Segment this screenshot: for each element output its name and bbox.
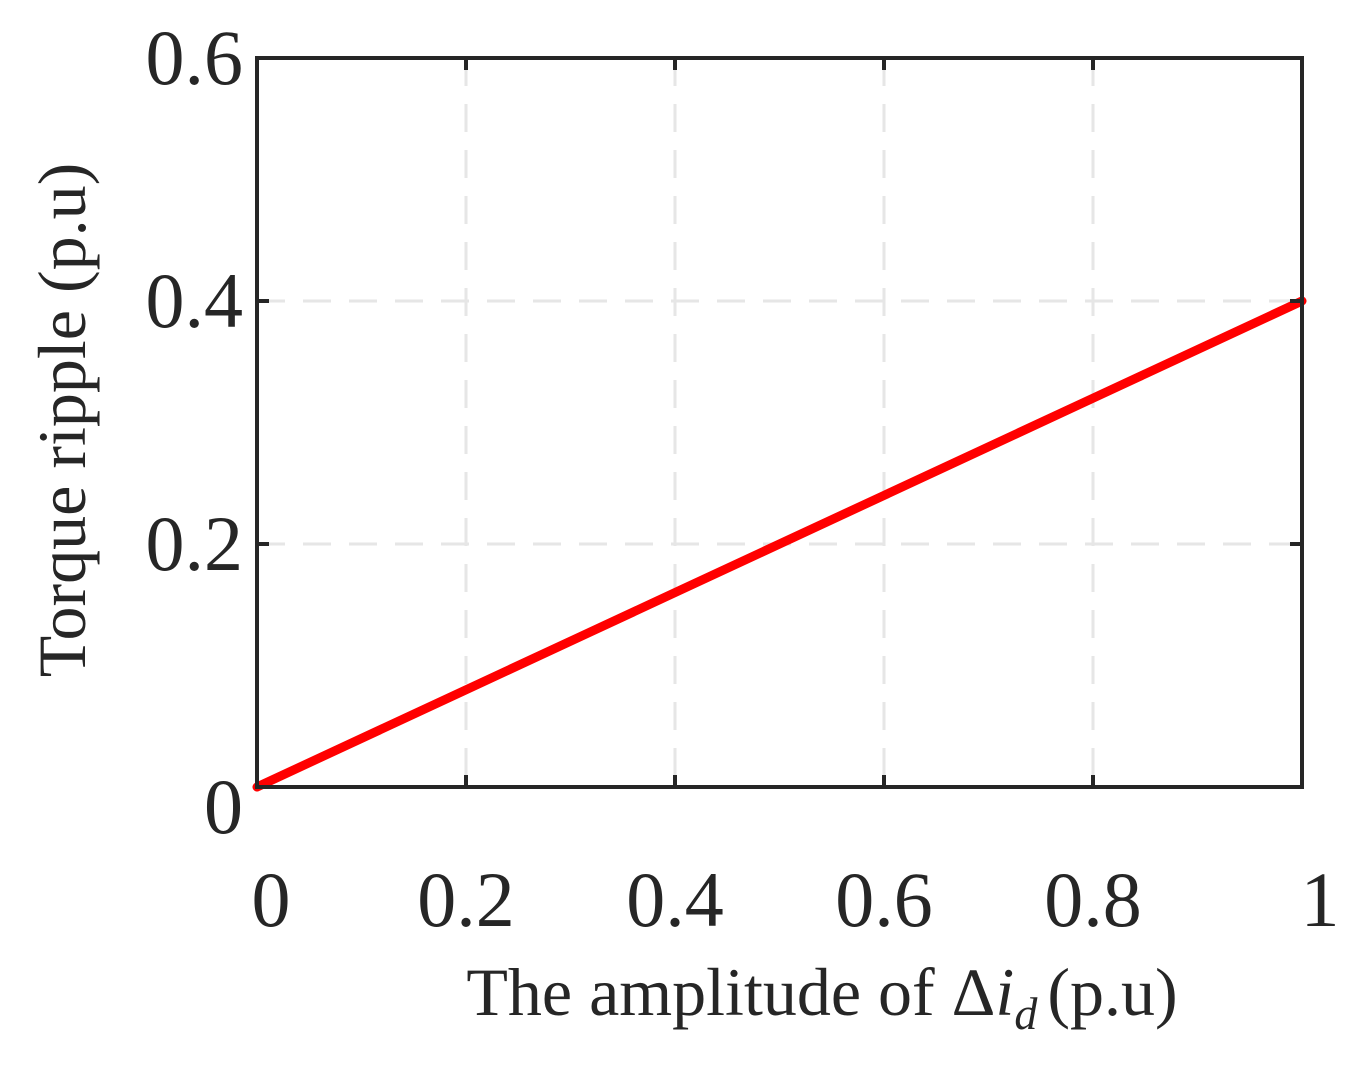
series-line: [252, 296, 1307, 792]
y-tick-label: 0: [204, 763, 243, 850]
x-axis-label-unit: (p.u): [1047, 954, 1177, 1030]
y-tick-labels: 0 0.2 0.4 0.6: [146, 14, 244, 850]
x-tick-label: 0.6: [835, 856, 933, 943]
tick-marks: [255, 56, 1304, 789]
y-tick-label: 0.4: [146, 257, 244, 344]
x-tick-label: 0.8: [1044, 856, 1142, 943]
x-tick-label: 1: [1301, 856, 1340, 943]
y-axis-label: Torque ripple (p.u): [24, 163, 100, 678]
x-axis-label-main: The amplitude of Δ: [466, 954, 995, 1030]
series-layer: [252, 296, 1307, 792]
x-tick-label: 0: [252, 856, 291, 943]
x-axis-label-var: i: [995, 954, 1014, 1030]
x-axis-label-subscript: d: [1014, 988, 1038, 1039]
x-tick-label: 0.4: [626, 856, 724, 943]
x-tick-labels: 0 0.2 0.4 0.6 0.8 1: [252, 856, 1340, 943]
x-axis-label: The amplitude of Δid (p.u): [466, 954, 1177, 1039]
grid-lines: [257, 58, 1302, 787]
x-tick-label: 0.2: [417, 856, 515, 943]
y-tick-label: 0.6: [146, 14, 244, 101]
axes-box: [255, 56, 1304, 789]
y-tick-label: 0.2: [146, 500, 244, 587]
